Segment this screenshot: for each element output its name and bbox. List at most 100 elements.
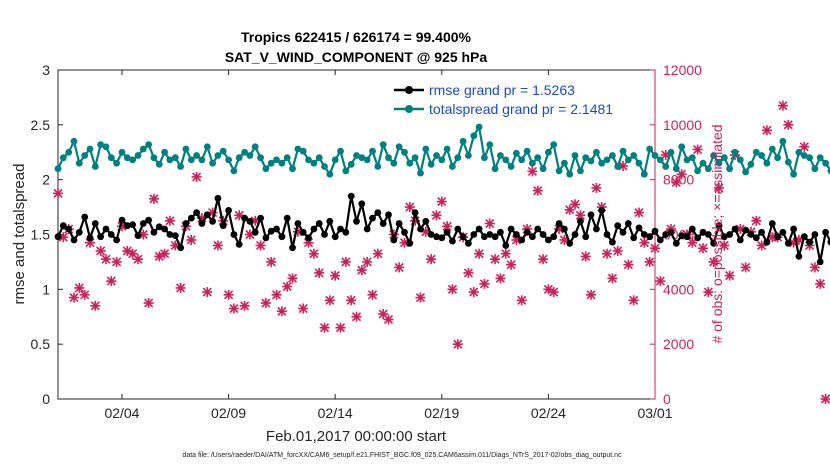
rmse-point: [241, 214, 249, 222]
rmse-point: [150, 228, 158, 236]
totalspread-point: [704, 165, 712, 173]
rmse-point: [481, 233, 488, 241]
rmse-point: [406, 239, 414, 247]
obs-point: [548, 287, 559, 298]
obs-point: [175, 282, 186, 293]
rmse-point: [688, 225, 696, 233]
obs-point: [330, 270, 341, 281]
obs-point: [335, 322, 346, 333]
totalspread-series: [54, 123, 830, 178]
obs-point: [799, 141, 810, 152]
rmse-point: [246, 217, 254, 225]
totalspread-point: [337, 147, 344, 155]
obs-point: [106, 276, 117, 287]
rmse-point: [443, 228, 451, 236]
totalspread-point: [555, 167, 563, 175]
obs-point: [655, 276, 666, 287]
rmse-point: [118, 216, 126, 224]
obs-point: [479, 278, 490, 289]
obs-point: [495, 273, 506, 284]
rmse-point: [70, 236, 78, 244]
totalspread-point: [203, 143, 211, 151]
totalspread-point: [310, 159, 318, 167]
obs-point: [500, 248, 511, 259]
rmse-point: [758, 228, 765, 236]
rmse-point: [715, 222, 723, 230]
x-tick-label: 02/24: [531, 405, 566, 421]
obs-point: [570, 199, 581, 210]
obs-point: [287, 273, 298, 284]
x-tick-label: 02/04: [104, 405, 139, 421]
rmse-point: [561, 225, 568, 233]
y-tick-label: 2.5: [31, 117, 51, 133]
rmse-point: [486, 231, 494, 238]
totalspread-point: [710, 152, 717, 159]
obs-point: [346, 295, 357, 306]
obs-point: [532, 185, 543, 196]
totalspread-point: [593, 148, 600, 156]
y2-tick-label: 0: [663, 391, 671, 407]
obs-point: [90, 300, 101, 311]
rmse-point: [822, 228, 829, 236]
obs-point: [719, 240, 730, 251]
obs-point: [362, 256, 373, 267]
obs-point: [676, 169, 687, 180]
totalspread-point: [534, 154, 542, 162]
totalspread-point: [129, 156, 137, 164]
totalspread-point: [630, 152, 638, 159]
footer-note: data file: /Users/raeder/DAI/ATM_forcXX/…: [182, 452, 622, 459]
rmse-point: [86, 234, 94, 242]
obs-point: [132, 254, 143, 265]
rmse-point: [726, 231, 733, 238]
legend: rmse grand pr = 1.5263 totalspread grand…: [394, 82, 613, 117]
totalspread-point: [688, 154, 696, 162]
totalspread-point: [763, 159, 771, 167]
totalspread-point: [390, 159, 398, 167]
totalspread-point: [822, 159, 829, 167]
totalspread-point: [209, 159, 217, 167]
totalspread-point: [795, 148, 803, 156]
rmse-point: [502, 242, 510, 249]
obs-point: [298, 303, 309, 314]
totalspread-point: [321, 163, 328, 170]
obs-point: [79, 289, 90, 300]
rmse-point: [577, 217, 584, 225]
obs-point: [383, 314, 394, 325]
obs-point: [143, 298, 154, 309]
rmse-point: [342, 228, 350, 236]
rmse-point: [795, 253, 803, 260]
rmse-point: [81, 213, 89, 221]
obs-point: [191, 171, 202, 182]
y-tick-label: 3: [42, 62, 50, 78]
rmse-point: [422, 217, 430, 225]
totalspread-point: [193, 152, 201, 159]
rmse-point: [326, 217, 334, 225]
rmse-point: [198, 220, 206, 227]
totalspread-point: [369, 147, 376, 155]
obs-point: [586, 289, 597, 300]
rmse-point: [161, 225, 169, 233]
obs-point: [111, 256, 122, 267]
totalspread-point: [379, 141, 387, 149]
totalspread-point: [507, 163, 515, 170]
totalspread-point: [736, 156, 744, 164]
rmse-point: [529, 233, 536, 241]
rmse-point: [321, 231, 328, 238]
rmse-point: [305, 234, 312, 242]
totalspread-point: [731, 148, 739, 156]
rmse-point: [710, 239, 717, 247]
obs-point: [186, 234, 197, 245]
totalspread-point: [752, 148, 760, 156]
rmse-point: [139, 220, 147, 227]
totalspread-point: [161, 148, 169, 156]
rmse-point: [699, 228, 707, 236]
totalspread-point: [758, 152, 765, 159]
rmse-point: [155, 223, 163, 231]
rmse-point: [145, 216, 153, 224]
y-tick-label: 1.5: [31, 227, 51, 243]
obs-point: [415, 292, 426, 303]
obs-point: [68, 292, 79, 303]
totalspread-point: [166, 156, 174, 164]
totalspread-point: [86, 145, 94, 153]
obs-point: [777, 100, 788, 111]
